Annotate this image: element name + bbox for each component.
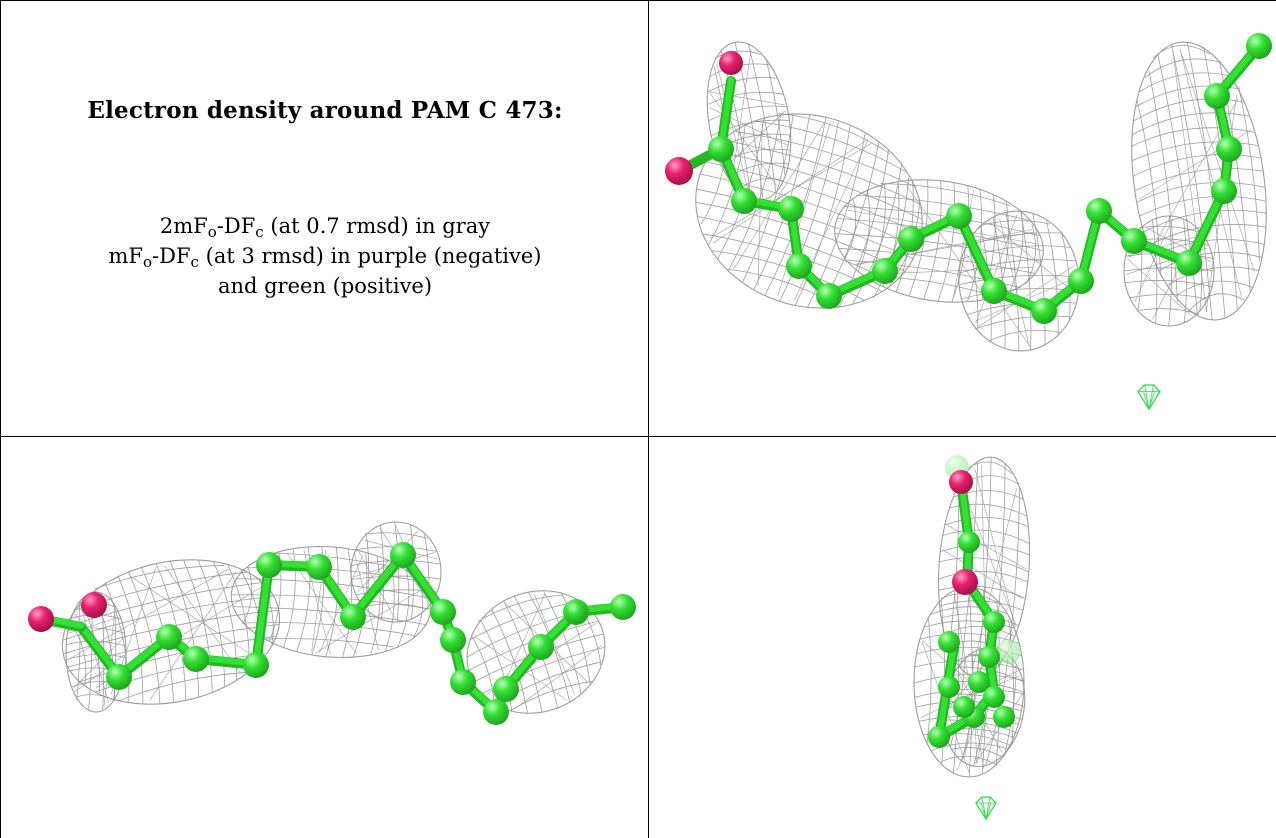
oxygen-atom xyxy=(949,470,973,494)
carbon-atom xyxy=(978,646,1000,668)
carbon-atom xyxy=(731,188,757,214)
density-mesh xyxy=(834,179,1044,303)
carbon-atom xyxy=(938,676,960,698)
carbon-atom xyxy=(183,646,209,672)
oxygen-atom xyxy=(719,51,743,75)
oxygen-atom xyxy=(952,569,978,595)
carbon-atom xyxy=(528,634,554,660)
caption-line-mfo: mFo-DFc (at 3 rmsd) in purple (negative) xyxy=(108,244,542,271)
carbon-atom xyxy=(483,699,509,725)
carbon-atom xyxy=(958,531,980,553)
carbon-atom xyxy=(993,706,1015,728)
carbon-atom xyxy=(440,627,466,653)
carbon-atom xyxy=(1211,178,1237,204)
carbon-atom xyxy=(968,671,990,693)
caption-description: 2mFo-DFc (at 0.7 rmsd) in gray mFo-DFc (… xyxy=(1,211,648,301)
carbon-atom xyxy=(872,258,898,284)
carbon-atom xyxy=(1031,298,1057,324)
carbon-atom xyxy=(898,226,924,252)
density-view-bottom-right xyxy=(913,455,1031,821)
carbon-atom xyxy=(928,726,950,748)
carbon-atom xyxy=(1246,33,1272,59)
carbon-atom xyxy=(938,631,960,653)
caption-cell: Electron density around PAM C 473: 2mFo-… xyxy=(1,1,648,436)
carbon-atom xyxy=(1121,228,1147,254)
carbon-atom xyxy=(983,611,1005,633)
carbon-atom xyxy=(493,676,519,702)
carbon-atom xyxy=(340,604,366,630)
oxygen-atom xyxy=(665,157,693,185)
carbon-atom xyxy=(390,542,416,568)
carbon-atom xyxy=(981,278,1007,304)
carbon-atom xyxy=(946,203,972,229)
view-top-right-panel xyxy=(649,1,1276,436)
table-border-left xyxy=(0,0,1,838)
carbon-atom xyxy=(1176,250,1202,276)
carbon-atom xyxy=(430,599,456,625)
carbon-atom xyxy=(1068,268,1094,294)
carbon-atom xyxy=(256,552,282,578)
carbon-atom xyxy=(106,664,132,690)
positive-density-blob xyxy=(975,796,997,821)
view-bottom-right-panel xyxy=(649,437,1276,838)
density-mesh xyxy=(1123,215,1215,327)
density-mesh xyxy=(1131,41,1267,321)
density-mesh xyxy=(350,521,442,623)
caption-line-positive: and green (positive) xyxy=(217,274,433,298)
carbon-atom xyxy=(708,136,734,162)
carbon-atom xyxy=(156,624,182,650)
density-view-bottom-left xyxy=(28,521,636,725)
caption-line-2mfo: 2mFo-DFc (at 0.7 rmsd) in gray xyxy=(159,214,491,241)
table-border-top xyxy=(0,0,1276,1)
density-mesh xyxy=(706,41,792,201)
table-column-divider xyxy=(648,0,649,838)
table-row-divider xyxy=(0,436,1276,437)
carbon-atom xyxy=(983,686,1005,708)
view-bottom-left-panel xyxy=(1,437,648,838)
carbon-atom xyxy=(450,669,476,695)
carbon-atom xyxy=(778,196,804,222)
carbon-atom xyxy=(1086,198,1112,224)
oxygen-atom xyxy=(28,606,54,632)
carbon-atom xyxy=(1216,136,1242,162)
density-mesh xyxy=(958,210,1080,352)
faded-carbon-atom xyxy=(997,640,1021,664)
density-view-top-right xyxy=(665,33,1272,411)
positive-density-blob xyxy=(1137,384,1161,411)
carbon-atom xyxy=(243,652,269,678)
caption-title: Electron density around PAM C 473: xyxy=(87,97,563,124)
carbon-atom xyxy=(306,554,332,580)
carbon-atom xyxy=(610,594,636,620)
carbon-atom xyxy=(786,253,812,279)
carbon-atom xyxy=(816,283,842,309)
carbon-atom xyxy=(1204,83,1230,109)
oxygen-atom xyxy=(81,592,107,618)
carbon-atom xyxy=(565,601,587,623)
carbon-atom xyxy=(953,696,975,718)
